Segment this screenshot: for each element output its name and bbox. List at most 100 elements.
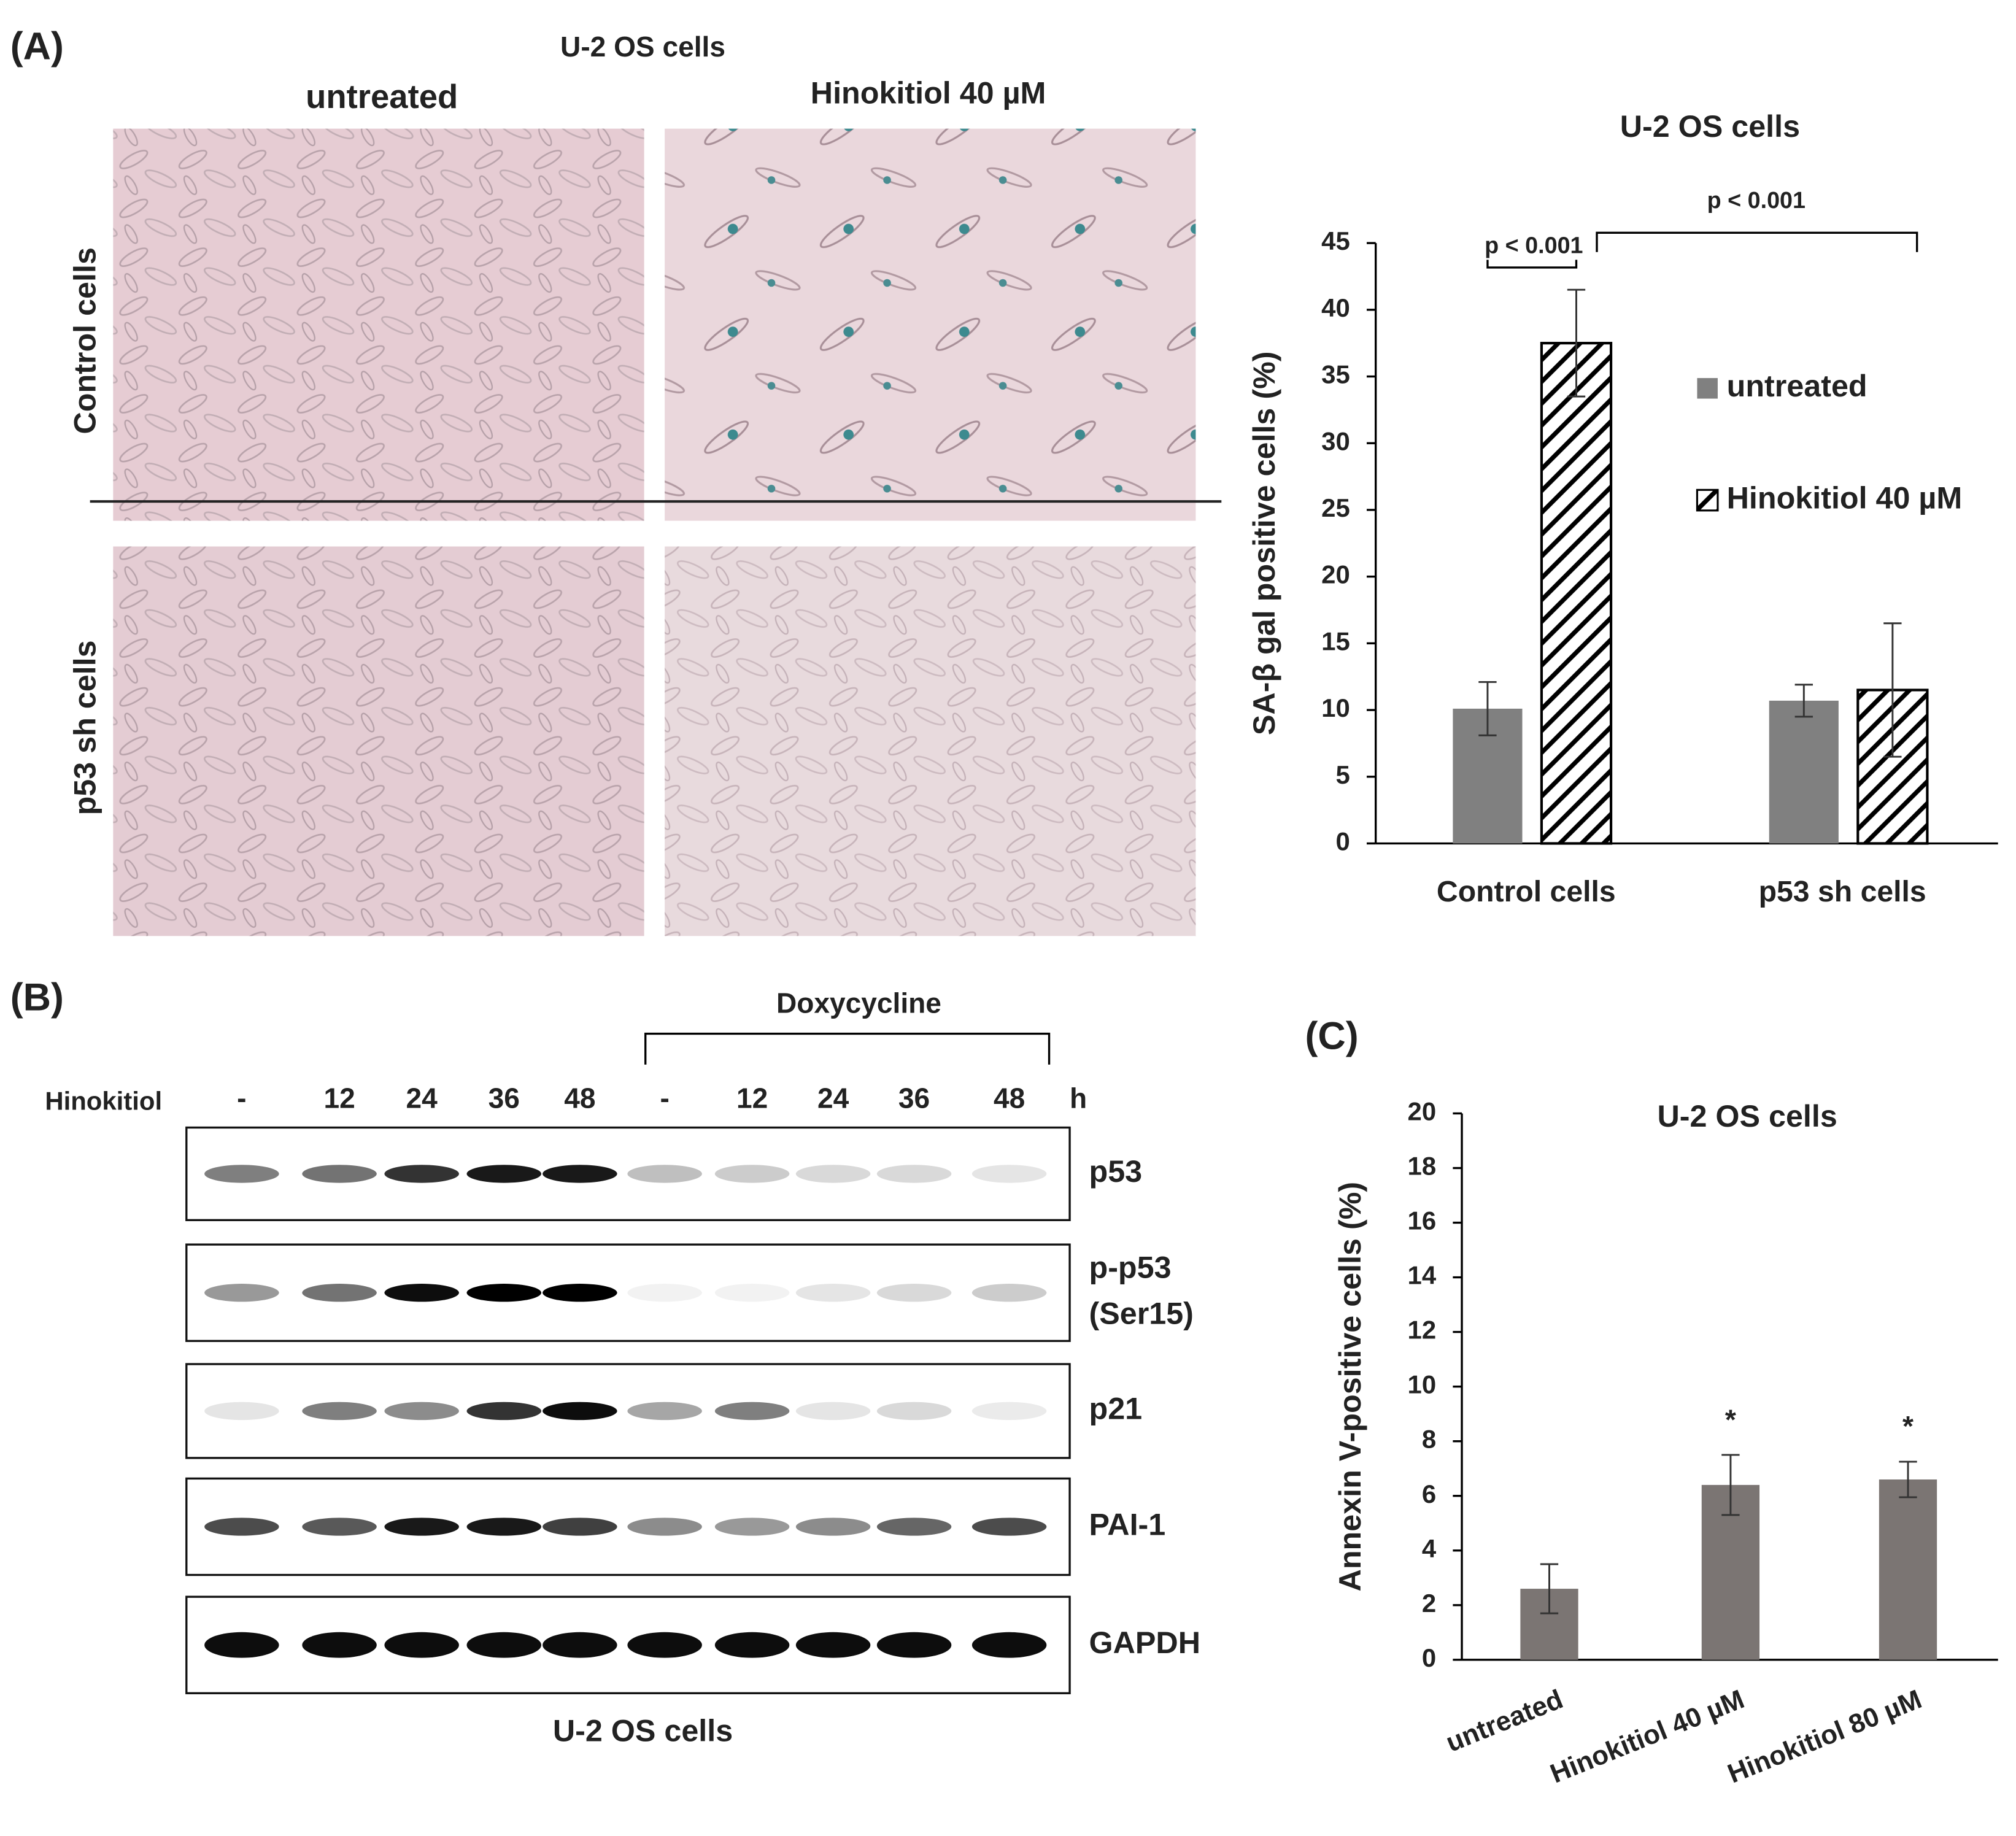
legend-label: untreated (1727, 368, 1867, 403)
y-tick-label: 2 (1422, 1589, 1436, 1618)
band (971, 1165, 1047, 1183)
y-tick-label: 25 (1321, 493, 1350, 522)
band (795, 1165, 871, 1183)
lane-label: 48 (564, 1082, 595, 1114)
band (302, 1165, 377, 1183)
band (466, 1518, 542, 1536)
band (466, 1632, 542, 1658)
band (714, 1402, 790, 1421)
x-tick-label: p53 sh cells (1759, 875, 1926, 908)
y-tick-label: 5 (1335, 760, 1350, 789)
band (627, 1284, 702, 1302)
band (466, 1165, 542, 1183)
band (795, 1284, 871, 1302)
error-bar (1794, 684, 1813, 718)
band (302, 1518, 377, 1536)
error-bar (1899, 1460, 1917, 1498)
micrograph-texture (665, 128, 1196, 521)
annotation: p < 0.001 (1485, 232, 1583, 258)
column-label: untreated (306, 78, 458, 115)
blot-label: p21 (1089, 1391, 1142, 1426)
band (204, 1632, 279, 1658)
lane-label: 48 (994, 1082, 1025, 1114)
panel-title: U-2 OS cells (560, 31, 725, 63)
y-tick-label: 12 (1408, 1316, 1437, 1344)
error-bar (1721, 1454, 1740, 1516)
y-tick-label: 8 (1422, 1425, 1436, 1454)
band (627, 1402, 702, 1421)
x-tick-label: Control cells (1437, 875, 1616, 908)
column-label: Hinokitiol 40 µM (811, 75, 1046, 110)
band (543, 1402, 617, 1421)
blot-label: GAPDH (1089, 1625, 1200, 1660)
panel-label: (C) (1305, 1015, 1358, 1058)
annotation: p < 0.001 (1707, 187, 1806, 213)
x-tick-label: untreated (1442, 1684, 1567, 1758)
blot-label: PAI-1 (1089, 1506, 1165, 1541)
y-tick-label: 15 (1321, 627, 1350, 655)
micrographs (90, 128, 1222, 936)
lane-label: 24 (406, 1082, 438, 1114)
band (714, 1518, 790, 1536)
band (302, 1632, 377, 1658)
x-tick-label: Hinokitiol 80 µM (1723, 1684, 1926, 1789)
lane-label: - (660, 1082, 669, 1114)
y-tick-label: 0 (1422, 1643, 1436, 1672)
blot: - 12 24 36 48 - 12 24 36 48 p53 p-p53 (Ser15) p21 PAI-… (185, 1082, 1200, 1694)
annotation: * (1902, 1410, 1914, 1442)
band (795, 1402, 871, 1421)
band (971, 1518, 1047, 1536)
band (204, 1165, 279, 1183)
band (714, 1165, 790, 1183)
significance-bracket (1486, 260, 1578, 269)
lane-label: 12 (323, 1082, 355, 1114)
treatment-label: Hinokitiol (45, 1087, 162, 1116)
band (384, 1402, 459, 1421)
band (543, 1518, 617, 1536)
band (876, 1165, 952, 1183)
band (543, 1165, 617, 1183)
legend-swatch (1696, 488, 1719, 512)
lane-label: 12 (736, 1082, 768, 1114)
micrograph-texture (113, 128, 644, 521)
y-tick-label: 14 (1408, 1261, 1437, 1290)
lane-label: - (237, 1082, 246, 1114)
band (543, 1632, 617, 1658)
lane-label: 36 (489, 1082, 520, 1114)
band (876, 1284, 952, 1302)
band (384, 1518, 459, 1536)
band (795, 1518, 871, 1536)
band (627, 1632, 702, 1658)
band (384, 1165, 459, 1183)
error-bar (1883, 622, 1902, 758)
annotation: * (1725, 1403, 1736, 1435)
y-tick-label: 30 (1321, 426, 1350, 455)
band (302, 1284, 377, 1302)
y-tick-label: 6 (1422, 1479, 1436, 1508)
band (971, 1402, 1047, 1421)
blot-label: p-p53 (1089, 1249, 1171, 1284)
band (302, 1402, 377, 1421)
panel-label: (B) (10, 976, 64, 1019)
band (971, 1632, 1047, 1658)
band (384, 1632, 459, 1658)
band (543, 1284, 617, 1302)
band (971, 1284, 1047, 1302)
y-tick-label: 0 (1335, 827, 1350, 856)
blot-label: (Ser15) (1089, 1296, 1193, 1331)
legend-label: Hinokitiol 40 µM (1727, 480, 1963, 515)
legend-swatch (1697, 378, 1718, 399)
band (876, 1518, 952, 1536)
blot-label: p53 (1089, 1154, 1142, 1189)
band (466, 1402, 542, 1421)
band (204, 1284, 279, 1302)
bar (1540, 342, 1613, 845)
chart: U-2 OS cells SA-β gal positive cells (%) 0… (1246, 109, 1998, 908)
unit-label: h (1070, 1082, 1087, 1114)
band (714, 1284, 790, 1302)
y-tick-label: 35 (1321, 360, 1350, 389)
y-tick-label: 20 (1321, 560, 1350, 589)
group-label: Doxycycline (776, 987, 941, 1019)
y-tick-label: 4 (1422, 1534, 1437, 1563)
